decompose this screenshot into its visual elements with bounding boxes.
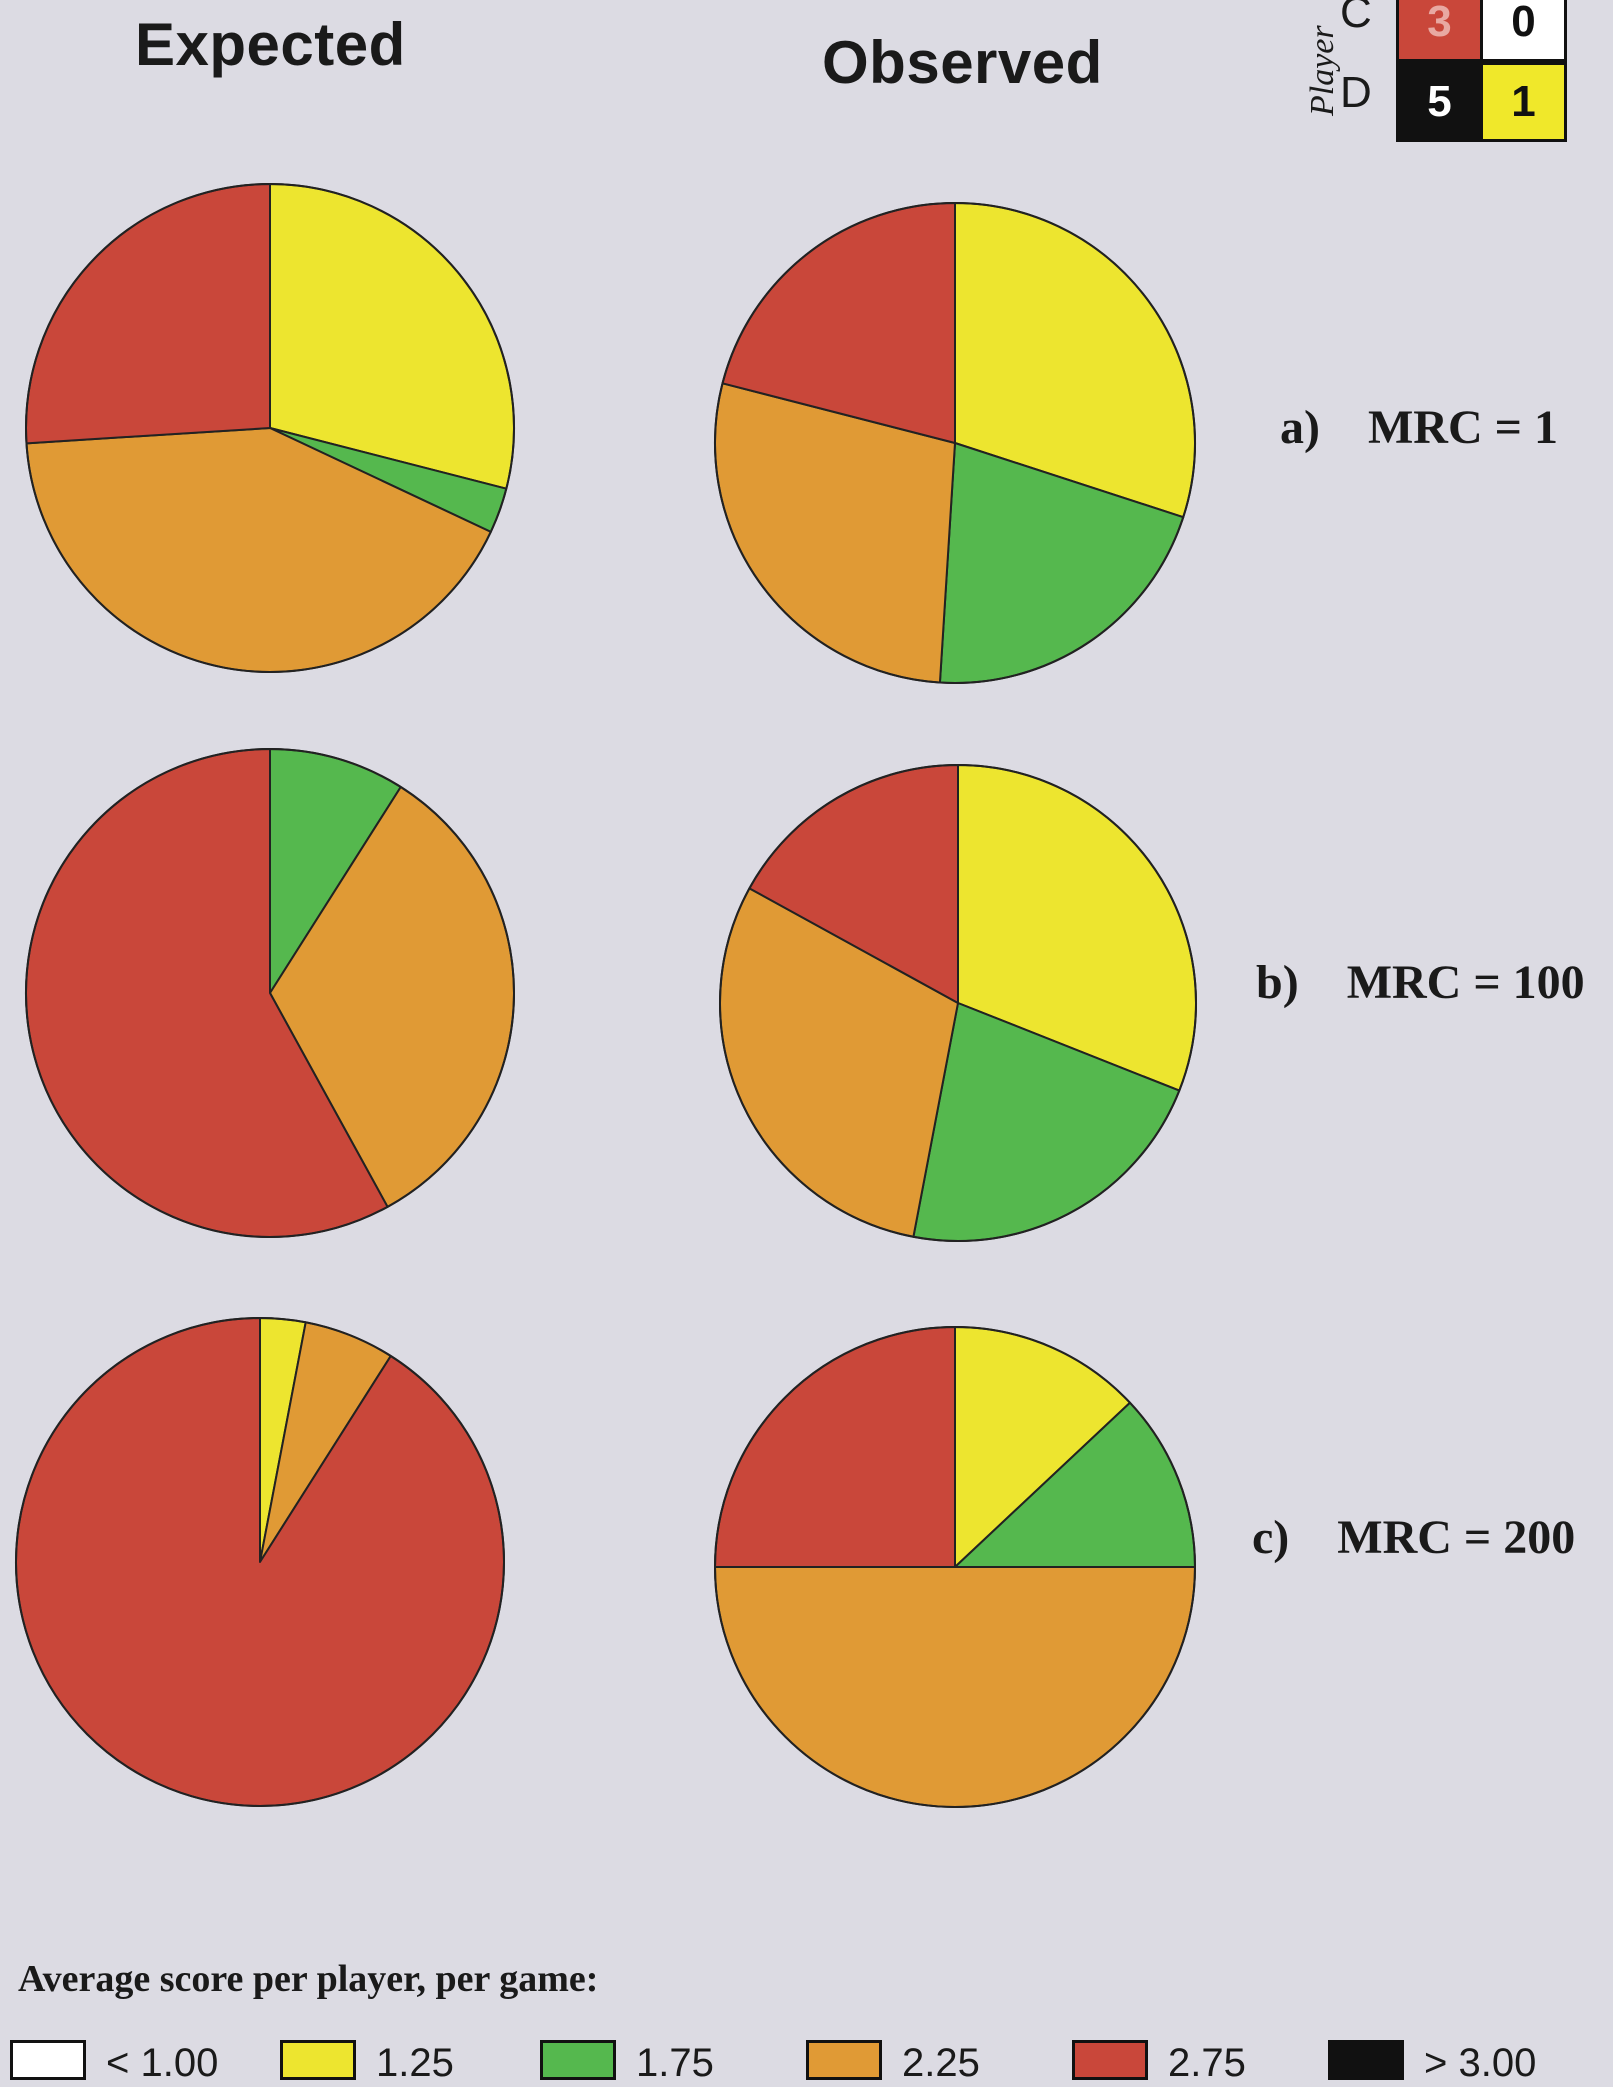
pie-outline [25,183,515,673]
pie-outline [25,748,515,1238]
payoff-cell-dc: 5 [1396,62,1483,142]
pie-chart [714,202,1196,684]
expected-header: Expected [135,11,406,78]
pie-chart [714,1326,1196,1808]
payoff-matrix: Player C D 3 0 5 1 [1290,0,1613,150]
row-label-b: b) MRC = 100 [1256,955,1585,1010]
legend-label: 2.25 [902,2041,980,2085]
legend-swatch [280,2040,356,2080]
row-mrc: MRC = 1 [1367,401,1558,454]
pie-slice [15,1317,506,1807]
row-label-c: c) MRC = 200 [1252,1510,1575,1565]
payoff-cell-dd: 1 [1480,62,1567,142]
pie-outline [15,1317,505,1807]
payoff-row-label-c: C [1340,0,1372,37]
legend-swatch [806,2040,882,2080]
row-label-a: a) MRC = 1 [1280,400,1558,455]
legend-item: 1.75 [540,2040,714,2087]
legend-label: 1.75 [636,2041,714,2085]
legend-label: 1.25 [376,2041,454,2085]
legend-swatch [540,2040,616,2080]
payoff-row-label-d: D [1340,68,1372,117]
pie-chart [719,764,1197,1242]
legend-item: 1.25 [280,2040,454,2087]
pie-outline [719,764,1197,1242]
pie-slice [25,183,271,445]
legend-swatch [1328,2040,1404,2080]
legend-item: 2.75 [1072,2040,1246,2087]
pie-chart [25,183,515,673]
pie-outline [714,1326,1196,1808]
pie-slice [714,1566,1196,1808]
legend-label: 2.75 [1168,2041,1246,2085]
legend-swatch [10,2040,86,2080]
legend-label: > 3.00 [1424,2041,1537,2085]
row-letter: c) [1252,1511,1290,1564]
pie-slice [714,1326,956,1568]
legend-label: < 1.00 [106,2041,219,2085]
legend-item: > 3.00 [1328,2040,1536,2087]
observed-header: Observed [822,29,1103,96]
legend-item: < 1.00 [10,2040,218,2087]
legend-swatch [1072,2040,1148,2080]
row-letter: a) [1280,401,1320,454]
row-letter: b) [1256,956,1299,1009]
pie-chart [25,748,516,1238]
pie-charts [15,183,1197,1808]
pie-outline [714,202,1196,684]
row-mrc: MRC = 100 [1346,956,1585,1009]
pie-chart [15,1317,506,1807]
legend-item: 2.25 [806,2040,980,2087]
payoff-cell-cd: 0 [1480,0,1567,62]
payoff-cell-cc: 3 [1396,0,1483,62]
row-mrc: MRC = 200 [1337,1511,1576,1564]
legend-title: Average score per player, per game: [18,1958,599,2000]
